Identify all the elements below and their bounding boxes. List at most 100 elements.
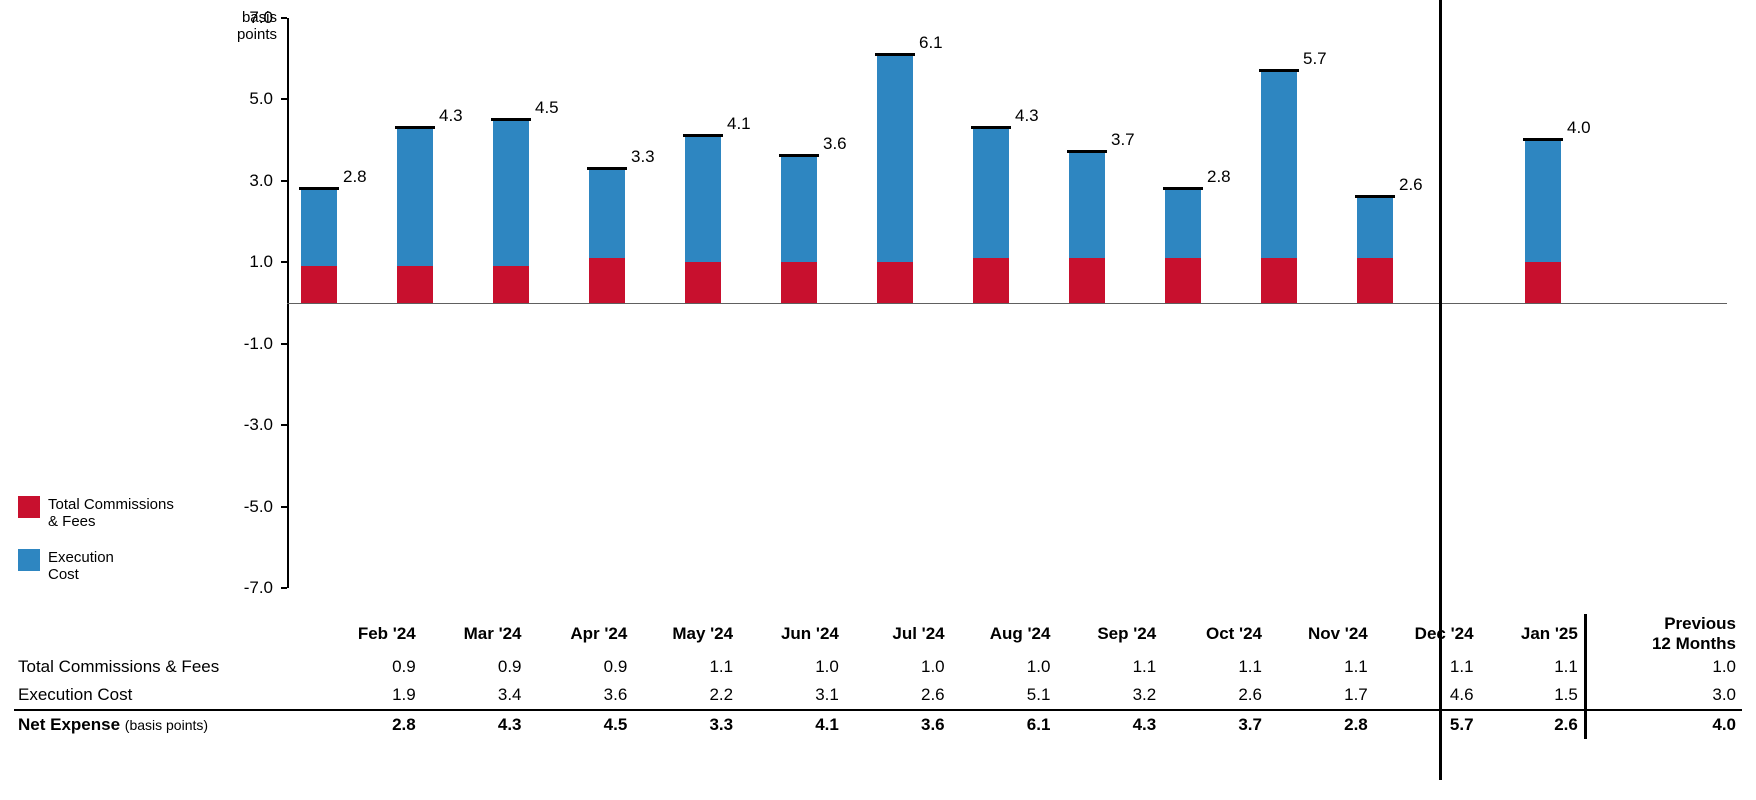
bar-total-label: 2.8	[343, 167, 367, 187]
table-cell-net: 5.7	[1374, 710, 1480, 739]
y-tick	[281, 180, 287, 182]
table-cell: 2.2	[633, 681, 739, 710]
y-tick	[281, 343, 287, 345]
table-cell-prev12: 3.0	[1585, 681, 1742, 710]
table-cell: 1.1	[1480, 653, 1586, 681]
table-cell: 1.0	[845, 653, 951, 681]
table-cell: 0.9	[422, 653, 528, 681]
net-label-main: Net Expense	[18, 715, 120, 734]
exec-cost-bar	[1357, 197, 1393, 258]
bar-total-label: 4.1	[727, 114, 751, 134]
bar-top-marker	[299, 187, 339, 190]
table-cell: 1.1	[1374, 653, 1480, 681]
table-cell: 3.4	[422, 681, 528, 710]
comm-fees-bar	[1261, 258, 1297, 303]
table-cell-prev12: 1.0	[1585, 653, 1742, 681]
table-row-label-net: Net Expense (basis points)	[14, 710, 316, 739]
bar-total-label: 4.5	[535, 98, 559, 118]
bar-group: 3.3	[589, 18, 632, 588]
table-cell-net: 6.1	[951, 710, 1057, 739]
y-tick-label: -1.0	[244, 334, 273, 354]
table-col-header: Mar '24	[422, 614, 528, 653]
comm-fees-bar	[493, 266, 529, 303]
exec-cost-bar	[973, 128, 1009, 258]
table-cell-net: 3.6	[845, 710, 951, 739]
legend-item: Total Commissions & Fees	[18, 496, 174, 531]
y-tick-label: 5.0	[249, 89, 273, 109]
bar-total-label: 2.6	[1399, 175, 1423, 195]
table-row-label: Total Commissions & Fees	[14, 653, 316, 681]
table-cell: 1.0	[951, 653, 1057, 681]
comm-fees-bar	[781, 262, 817, 303]
table-cell: 1.1	[1162, 653, 1268, 681]
bar-group: 4.3	[973, 18, 1016, 588]
table-cell: 3.1	[739, 681, 845, 710]
table-col-header: Nov '24	[1268, 614, 1374, 653]
comm-fees-bar	[973, 258, 1009, 303]
y-tick-label: -7.0	[244, 578, 273, 598]
table-cell: 5.1	[951, 681, 1057, 710]
bar-top-marker	[875, 53, 915, 56]
table-col-header: Aug '24	[951, 614, 1057, 653]
bar-total-label: 5.7	[1303, 49, 1327, 69]
bar-total-label: 4.3	[439, 106, 463, 126]
table-cell: 1.7	[1268, 681, 1374, 710]
comm-fees-bar	[1165, 258, 1201, 303]
table-col-header: Jul '24	[845, 614, 951, 653]
table-col-header-prev12: Previous 12 Months	[1585, 614, 1742, 653]
table-cell: 0.9	[528, 653, 634, 681]
comm-fees-bar	[685, 262, 721, 303]
table-cell: 1.0	[739, 653, 845, 681]
data-table: Feb '24Mar '24Apr '24May '24Jun '24Jul '…	[14, 614, 1742, 739]
table-col-header: Apr '24	[528, 614, 634, 653]
y-tick	[281, 98, 287, 100]
table-cell: 1.1	[633, 653, 739, 681]
table-cell-net: 4.5	[528, 710, 634, 739]
table-row: Total Commissions & Fees0.90.90.91.11.01…	[14, 653, 1742, 681]
table-cell-net: 2.8	[1268, 710, 1374, 739]
comm-fees-bar	[589, 258, 625, 303]
legend-item: Execution Cost	[18, 549, 174, 584]
exec-cost-bar	[493, 120, 529, 267]
bar-total-label: 3.3	[631, 147, 655, 167]
exec-cost-bar	[685, 136, 721, 262]
legend-swatch	[18, 496, 40, 518]
legend: Total Commissions & Fees Execution Cost	[18, 496, 174, 601]
exec-cost-bar	[1261, 71, 1297, 258]
bar-top-marker	[779, 154, 819, 157]
y-tick	[281, 587, 287, 589]
bar-top-marker	[1163, 187, 1203, 190]
exec-cost-bar	[589, 169, 625, 259]
table-cell: 1.1	[1268, 653, 1374, 681]
bar-group: 2.8	[301, 18, 344, 588]
bar-group: 4.0	[1525, 18, 1568, 588]
table-cell-net: 2.6	[1480, 710, 1586, 739]
comm-fees-bar	[301, 266, 337, 303]
table-col-header: Jan '25	[1480, 614, 1586, 653]
comm-fees-bar	[877, 262, 913, 303]
table-col-header: Jun '24	[739, 614, 845, 653]
exec-cost-bar	[781, 156, 817, 262]
bar-group: 4.5	[493, 18, 536, 588]
table-cell-net: 2.8	[316, 710, 422, 739]
table-cell-net: 4.3	[422, 710, 528, 739]
table-cell-net: 3.3	[633, 710, 739, 739]
table-cell-net: 4.3	[1056, 710, 1162, 739]
bar-total-label: 3.6	[823, 134, 847, 154]
bar-total-label: 3.7	[1111, 130, 1135, 150]
exec-cost-bar	[1525, 140, 1561, 262]
comm-fees-bar	[1069, 258, 1105, 303]
table-row-net: Net Expense (basis points)2.84.34.53.34.…	[14, 710, 1742, 739]
table-cell-net: 3.7	[1162, 710, 1268, 739]
bar-top-marker	[971, 126, 1011, 129]
exec-cost-bar	[397, 128, 433, 266]
y-tick	[281, 506, 287, 508]
table-col-header: Oct '24	[1162, 614, 1268, 653]
table-cell-net-prev12: 4.0	[1585, 710, 1742, 739]
bar-top-marker	[1259, 69, 1299, 72]
table-col-header: May '24	[633, 614, 739, 653]
exec-cost-bar	[301, 189, 337, 266]
bar-top-marker	[1067, 150, 1107, 153]
table-cell: 4.6	[1374, 681, 1480, 710]
table-cell: 2.6	[845, 681, 951, 710]
